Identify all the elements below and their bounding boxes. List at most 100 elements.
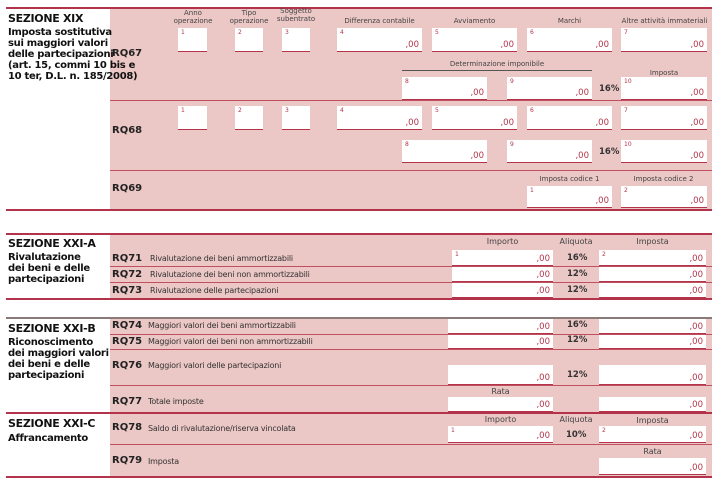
field-value: ,00 <box>536 254 550 264</box>
divider <box>6 317 712 319</box>
rq69-field-2[interactable]: 2,00 <box>621 186 707 208</box>
field-value: ,00 <box>689 463 703 473</box>
rq79-rata-field[interactable]: ,00 <box>599 458 706 475</box>
rq68-field-4[interactable]: 4,00 <box>337 106 422 130</box>
rq67-field-8[interactable]: 8,00 <box>402 77 487 100</box>
field-number: 5 <box>435 107 439 114</box>
field-number: 3 <box>285 107 289 114</box>
field-value: ,00 <box>536 286 550 296</box>
field-number: 2 <box>238 29 242 36</box>
rq67-field-3[interactable]: 3 <box>282 28 310 52</box>
field-number: 1 <box>530 187 534 194</box>
rq73-imposta-field[interactable]: ,00 <box>599 283 706 298</box>
header-aliquota: Aliquota <box>559 237 593 246</box>
row-code: RQ79 <box>112 455 143 466</box>
rq73-importo-field[interactable]: ,00 <box>452 283 553 298</box>
field-number: 6 <box>530 29 534 36</box>
rq68-field-8[interactable]: 8,00 <box>402 140 487 163</box>
row-code: RQ73 <box>112 285 143 296</box>
field-number: 2 <box>624 187 628 194</box>
rq68-field-9[interactable]: 9,00 <box>507 140 592 163</box>
field-value: ,00 <box>689 400 703 410</box>
header-marchi: Marchi <box>557 17 582 25</box>
divider <box>6 298 712 300</box>
rq74-importo-field[interactable]: ,00 <box>448 319 553 334</box>
rq71-imposta-field[interactable]: 2,00 <box>599 250 706 266</box>
rate: 16% <box>599 147 620 157</box>
rq68-field-7[interactable]: 7,00 <box>621 106 707 130</box>
rq68-field-10[interactable]: 10,00 <box>621 140 707 163</box>
header-aliquota: Aliquota <box>559 415 593 424</box>
field-value: ,00 <box>536 322 550 332</box>
header-rata: Rata <box>643 447 662 456</box>
row-code: RQ76 <box>112 360 143 371</box>
divider <box>6 412 712 414</box>
rq77-rata-field[interactable]: ,00 <box>448 397 553 412</box>
field-value: ,00 <box>405 40 419 50</box>
rq67-field-2[interactable]: 2 <box>235 28 263 52</box>
section-description: Riconoscimento dei maggiori valori dei b… <box>8 337 109 381</box>
field-value: ,00 <box>690 88 704 98</box>
rq72-importo-field[interactable]: ,00 <box>452 267 553 282</box>
rq68-field-2[interactable]: 2 <box>235 106 263 130</box>
rq72-imposta-field[interactable]: ,00 <box>599 267 706 282</box>
rate: 16% <box>567 320 588 330</box>
field-value: ,00 <box>536 373 550 383</box>
rq68-field-6[interactable]: 6,00 <box>527 106 612 130</box>
rq67-field-7[interactable]: 7,00 <box>621 28 707 52</box>
rq67-field-9[interactable]: 9,00 <box>507 77 592 100</box>
row-label: Maggiori valori delle partecipazioni <box>148 361 282 370</box>
rate: 12% <box>567 269 588 279</box>
rq67-field-10[interactable]: 10,00 <box>621 77 707 100</box>
row-code: RQ72 <box>112 269 143 280</box>
rq75-importo-field[interactable]: ,00 <box>448 335 553 349</box>
field-number: 9 <box>510 141 514 148</box>
rq67-field-5[interactable]: 5,00 <box>432 28 517 52</box>
rq67-field-4[interactable]: 4,00 <box>337 28 422 52</box>
field-value: ,00 <box>689 286 703 296</box>
row-label: Imposta <box>148 457 179 466</box>
row-label: Maggiori valori dei beni ammortizzabili <box>148 321 296 330</box>
row-code: RQ75 <box>112 336 143 347</box>
field-value: ,00 <box>575 151 589 161</box>
field-value: ,00 <box>536 431 550 441</box>
rq67-field-6[interactable]: 6,00 <box>527 28 612 52</box>
field-number: 1 <box>181 107 185 114</box>
divider <box>110 266 712 267</box>
rq68-field-5[interactable]: 5,00 <box>432 106 517 130</box>
field-value: ,00 <box>689 254 703 264</box>
rq75-imposta-field[interactable]: ,00 <box>599 335 706 349</box>
field-value: ,00 <box>595 118 609 128</box>
row-code: RQ67 <box>112 48 143 59</box>
rq76-imposta-field[interactable]: ,00 <box>599 365 706 385</box>
header-anno: Anno operazione <box>173 9 213 25</box>
field-number: 2 <box>238 107 242 114</box>
rq67-field-1[interactable]: 1 <box>178 28 207 52</box>
divider <box>6 233 712 235</box>
field-number: 1 <box>181 29 185 36</box>
rq71-importo-field[interactable]: 1,00 <box>452 250 553 266</box>
field-number: 7 <box>624 29 628 36</box>
rq69-field-1[interactable]: 1,00 <box>527 186 612 208</box>
divider <box>110 100 712 101</box>
field-number: 5 <box>435 29 439 36</box>
rq76-importo-field[interactable]: ,00 <box>448 365 553 385</box>
field-value: ,00 <box>470 151 484 161</box>
rq77-imposta-field[interactable]: ,00 <box>599 397 706 412</box>
rq78-imposta-field[interactable]: 2,00 <box>599 426 706 443</box>
field-value: ,00 <box>690 40 704 50</box>
divider <box>110 170 712 171</box>
rq78-importo-field[interactable]: 1,00 <box>448 426 553 443</box>
rq68-field-1[interactable]: 1 <box>178 106 207 130</box>
section-title: SEZIONE XXI-B <box>8 322 96 335</box>
header-codice1: Imposta codice 1 <box>539 175 600 183</box>
field-value: ,00 <box>470 88 484 98</box>
rq74-imposta-field[interactable]: ,00 <box>599 319 706 334</box>
field-value: ,00 <box>690 196 704 206</box>
field-number: 10 <box>624 141 632 148</box>
divider <box>402 70 592 71</box>
section-description: Rivalutazione dei beni e delle partecipa… <box>8 252 90 285</box>
rq68-field-3[interactable]: 3 <box>282 106 310 130</box>
rate: 12% <box>567 335 588 345</box>
row-code: RQ78 <box>112 422 143 433</box>
